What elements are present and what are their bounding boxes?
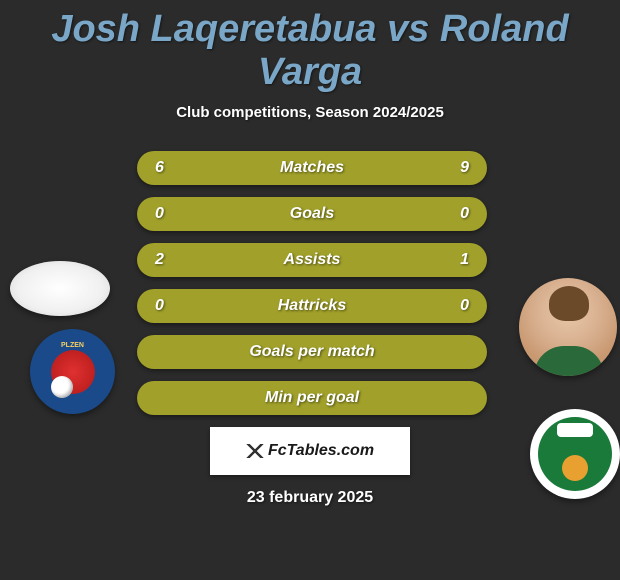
stat-left-value: 2	[155, 251, 164, 269]
stat-left-value: 0	[155, 297, 164, 315]
stat-row-matches: 6 Matches 9	[137, 151, 487, 185]
stat-label: Hattricks	[278, 297, 346, 315]
stat-label: Goals	[290, 205, 334, 223]
stat-row-goals-per-match: Goals per match	[137, 335, 487, 369]
ball-icon	[51, 376, 73, 398]
stat-left-value: 0	[155, 205, 164, 223]
fctables-label: FcTables.com	[246, 442, 374, 460]
player-left-avatar	[10, 261, 110, 316]
stat-row-hattricks: 0 Hattricks 0	[137, 289, 487, 323]
date-label: 23 february 2025	[0, 489, 620, 507]
stat-label: Matches	[280, 159, 344, 177]
stat-label: Min per goal	[265, 389, 359, 407]
stat-right-value: 1	[460, 251, 469, 269]
club-left-badge: PLZEN	[30, 329, 115, 414]
stat-left-value: 6	[155, 159, 164, 177]
stat-right-value: 9	[460, 159, 469, 177]
stat-label: Assists	[284, 251, 341, 269]
player-right-avatar	[519, 278, 617, 376]
stat-label: Goals per match	[249, 343, 374, 361]
stat-right-value: 0	[460, 205, 469, 223]
club-left-text: PLZEN	[39, 342, 107, 349]
stat-right-value: 0	[460, 297, 469, 315]
club-right-badge	[530, 409, 620, 499]
ball-icon	[562, 455, 588, 481]
stat-row-min-per-goal: Min per goal	[137, 381, 487, 415]
page-title: Josh Laqeretabua vs Roland Varga	[0, 0, 620, 94]
stats-area: PLZEN 6 Matches 9 0 Goals 0 2 Assists 1 …	[0, 151, 620, 415]
fctables-watermark[interactable]: FcTables.com	[210, 427, 410, 475]
stat-row-goals: 0 Goals 0	[137, 197, 487, 231]
stat-row-assists: 2 Assists 1	[137, 243, 487, 277]
subtitle: Club competitions, Season 2024/2025	[0, 104, 620, 121]
